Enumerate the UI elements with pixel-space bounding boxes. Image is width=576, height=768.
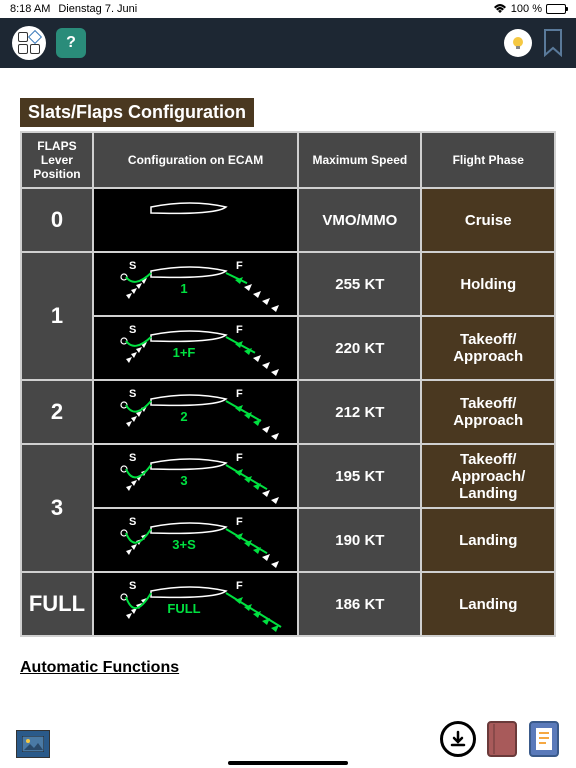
book-icon	[486, 720, 518, 758]
bulb-icon	[510, 35, 526, 51]
svg-text:F: F	[236, 260, 243, 272]
flaps-table: FLAPS Lever Position Configuration on EC…	[20, 131, 556, 637]
lever-cell: FULL	[21, 572, 93, 636]
speed-cell: 255 KT	[298, 252, 421, 316]
ecam-cell: S F FULL	[93, 572, 298, 636]
status-time: 8:18 AM	[10, 3, 50, 15]
status-date: Dienstag 7. Juni	[58, 3, 137, 15]
phase-cell: Takeoff/Approach	[421, 380, 555, 444]
battery-icon	[546, 4, 566, 14]
phase-cell: Cruise	[421, 188, 555, 252]
help-button[interactable]: ?	[56, 28, 86, 58]
wifi-icon	[493, 4, 507, 14]
table-row: 1S F 1255 KTHolding	[21, 252, 555, 316]
phase-cell: Landing	[421, 572, 555, 636]
svg-text:3+S: 3+S	[172, 537, 196, 552]
ecam-cell: S F 3+S	[93, 508, 298, 572]
help-label: ?	[66, 34, 76, 52]
bottom-bar	[0, 720, 576, 758]
header-lever: FLAPS Lever Position	[21, 132, 93, 188]
table-row: S F 3+S 190 KTLanding	[21, 508, 555, 572]
speed-cell: 186 KT	[298, 572, 421, 636]
bookmark-button[interactable]	[542, 29, 564, 57]
header-ecam: Configuration on ECAM	[93, 132, 298, 188]
status-bar: 8:18 AM Dienstag 7. Juni 100 %	[0, 0, 576, 18]
table-row: S F 1+F 220 KTTakeoff/Approach	[21, 316, 555, 380]
svg-text:1: 1	[180, 281, 187, 296]
svg-text:S: S	[129, 260, 136, 272]
download-button[interactable]	[440, 721, 476, 757]
phase-cell: Takeoff/Approach/Landing	[421, 444, 555, 508]
battery-pct: 100 %	[511, 3, 542, 15]
phase-cell: Takeoff/Approach	[421, 316, 555, 380]
svg-text:F: F	[236, 516, 243, 528]
bookmark-icon	[542, 29, 564, 57]
lever-cell: 2	[21, 380, 93, 444]
speed-cell: 195 KT	[298, 444, 421, 508]
automatic-functions-heading: Automatic Functions	[20, 659, 556, 677]
download-icon	[449, 730, 467, 748]
content-area: Slats/Flaps Configuration FLAPS Lever Po…	[0, 68, 576, 708]
svg-text:S: S	[129, 324, 136, 336]
speed-cell: 220 KT	[298, 316, 421, 380]
top-nav: ?	[0, 18, 576, 68]
ecam-cell: S F 3	[93, 444, 298, 508]
notes-icon	[528, 720, 560, 758]
header-speed: Maximum Speed	[298, 132, 421, 188]
svg-text:S: S	[129, 580, 136, 592]
phase-cell: Holding	[421, 252, 555, 316]
speed-cell: 190 KT	[298, 508, 421, 572]
notes-button[interactable]	[528, 720, 560, 758]
svg-text:FULL: FULL	[167, 601, 200, 616]
svg-text:F: F	[236, 388, 243, 400]
lever-cell: 3	[21, 444, 93, 572]
image-icon	[22, 736, 44, 752]
svg-text:S: S	[129, 388, 136, 400]
lever-cell: 0	[21, 188, 93, 252]
svg-text:3: 3	[180, 473, 187, 488]
table-row: 0 VMO/MMOCruise	[21, 188, 555, 252]
table-row: FULL S F FULL 186 KTLanding	[21, 572, 555, 636]
hint-button[interactable]	[504, 29, 532, 57]
ecam-cell: S F 2	[93, 380, 298, 444]
phase-cell: Landing	[421, 508, 555, 572]
apps-grid-button[interactable]	[12, 26, 46, 60]
ecam-cell: S F 1+F	[93, 316, 298, 380]
header-phase: Flight Phase	[421, 132, 555, 188]
speed-cell: VMO/MMO	[298, 188, 421, 252]
svg-text:S: S	[129, 452, 136, 464]
svg-text:F: F	[236, 324, 243, 336]
svg-text:F: F	[236, 452, 243, 464]
lever-cell: 1	[21, 252, 93, 380]
speed-cell: 212 KT	[298, 380, 421, 444]
image-gallery-button[interactable]	[16, 730, 50, 758]
svg-text:1+F: 1+F	[172, 345, 195, 360]
section-title: Slats/Flaps Configuration	[20, 98, 254, 127]
ecam-cell: S F 1	[93, 252, 298, 316]
svg-text:S: S	[129, 516, 136, 528]
svg-text:F: F	[236, 580, 243, 592]
grid-icon	[18, 32, 40, 54]
ecam-cell	[93, 188, 298, 252]
table-row: 3S F 3195 KTTakeoff/Approach/Landing	[21, 444, 555, 508]
svg-text:2: 2	[180, 409, 187, 424]
book-red-button[interactable]	[486, 720, 518, 758]
home-indicator	[228, 761, 348, 765]
table-row: 2 S F 2 212 KTTakeoff/Approach	[21, 380, 555, 444]
